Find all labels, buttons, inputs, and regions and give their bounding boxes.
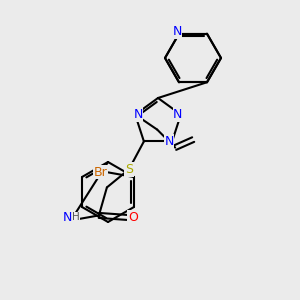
Text: O: O (128, 211, 138, 224)
Text: N: N (134, 108, 143, 121)
Text: S: S (125, 163, 133, 176)
Text: N: N (173, 108, 182, 121)
Text: Br: Br (94, 166, 108, 178)
Text: N: N (172, 25, 182, 38)
Text: N: N (164, 135, 174, 148)
Text: H: H (72, 212, 80, 222)
Text: N: N (63, 211, 73, 224)
